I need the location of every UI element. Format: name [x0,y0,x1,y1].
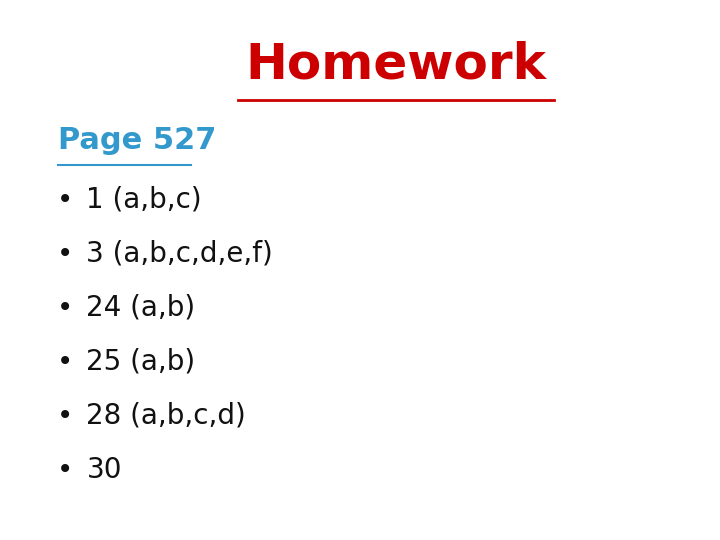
Text: •: • [57,402,73,430]
Text: 28 (a,b,c,d): 28 (a,b,c,d) [86,402,246,430]
Text: •: • [57,456,73,484]
Text: 3 (a,b,c,d,e,f): 3 (a,b,c,d,e,f) [86,240,273,268]
Text: 30: 30 [86,456,122,484]
Text: •: • [57,186,73,214]
Text: •: • [57,294,73,322]
Text: •: • [57,240,73,268]
Text: Page 527: Page 527 [58,126,216,155]
Text: 25 (a,b): 25 (a,b) [86,348,196,376]
Text: 24 (a,b): 24 (a,b) [86,294,196,322]
Text: 1 (a,b,c): 1 (a,b,c) [86,186,202,214]
Text: Homework: Homework [246,41,546,89]
Text: •: • [57,348,73,376]
